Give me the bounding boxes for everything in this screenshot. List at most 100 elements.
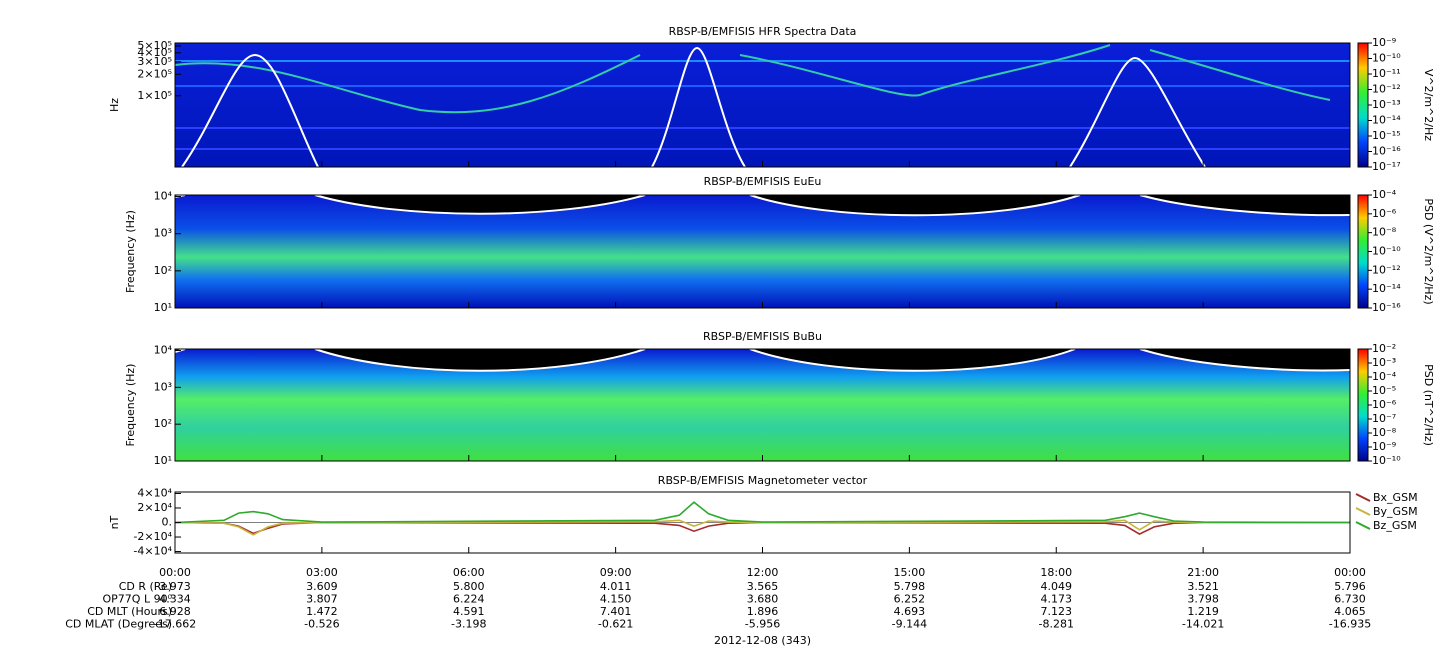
y-tick-label: 10⁴: [154, 190, 173, 203]
ephemeris-value: 3.798: [1187, 593, 1219, 606]
colorbar-tick-label: 10⁻⁹: [1372, 36, 1396, 49]
colorbar-tick-label: 10⁻¹³: [1372, 98, 1401, 111]
plasmapause-curve: [1139, 194, 1351, 217]
spectrogram-feature: [174, 44, 1331, 114]
spectrogram-band: [175, 60, 1350, 62]
legend-label: By_GSM: [1373, 505, 1418, 518]
colorbar-tick-label: 10⁻⁶: [1372, 398, 1397, 411]
y-tick-label: 1×10⁵: [137, 89, 172, 102]
x-tick-label: 15:00: [894, 566, 926, 579]
y-tick-label: 10³: [154, 380, 172, 393]
x-tick-label: 00:00: [159, 566, 191, 579]
colorbar: [1357, 42, 1369, 168]
y-axis-label: Frequency (Hz): [124, 210, 137, 293]
ephemeris-value: 4.173: [1041, 593, 1073, 606]
plasmapause-curve: [1069, 56, 1206, 168]
colorbar-tick-label: 10⁻³: [1372, 356, 1396, 369]
legend-swatch: [1355, 507, 1371, 516]
ephemeris-value: 7.401: [600, 605, 632, 618]
x-tick-label: 00:00: [1334, 566, 1366, 579]
ephemeris-value: 5.796: [1334, 580, 1366, 593]
ephemeris-value: -0.526: [304, 618, 339, 631]
y-tick-label: 4×10⁵: [137, 46, 172, 59]
ephemeris-value: 5.800: [453, 580, 485, 593]
colorbar-tick-label: 10⁻¹⁷: [1372, 160, 1401, 173]
colorbar-tick-label: 10⁻⁷: [1372, 412, 1396, 425]
legend-label: Bz_GSM: [1373, 519, 1417, 532]
plasmapause-curve: [651, 46, 746, 168]
y-axis-label: Hz: [108, 98, 121, 112]
colorbar-tick-label: 10⁻⁵: [1372, 384, 1396, 397]
x-tick-label: 03:00: [306, 566, 338, 579]
series-line: [174, 521, 1350, 536]
colorbar-tick-label: 10⁻¹²: [1372, 263, 1401, 276]
plasmapause-curve: [749, 348, 1076, 372]
y-tick-label: 10¹: [154, 301, 172, 314]
colorbar-tick-label: 10⁻¹⁵: [1372, 129, 1401, 142]
spectrogram-band: [175, 127, 1350, 129]
ephemeris-value: -16.935: [1329, 618, 1371, 631]
colorbar-tick-label: 10⁻¹⁴: [1372, 114, 1401, 127]
legend-swatch: [1355, 521, 1371, 530]
ephemeris-value: 6.224: [453, 593, 485, 606]
panel-title: RBSP-B/EMFISIS BuBu: [703, 330, 822, 343]
colorbar: [1357, 194, 1369, 309]
series-line: [174, 501, 1351, 524]
ephemeris-value: 1.219: [1187, 605, 1219, 618]
plasmapause-curve: [314, 348, 646, 372]
series-line: [174, 519, 1350, 536]
y-tick-label: 5×10⁵: [137, 39, 172, 52]
spectrogram-blank: [1140, 195, 1350, 216]
ephemeris-label: OP77Q L 90⁰: [103, 593, 173, 606]
x-tick-label: 18:00: [1040, 566, 1072, 579]
spectrogram: [175, 43, 1350, 167]
colorbar-tick-label: 10⁻⁶: [1372, 207, 1397, 220]
spectrogram: [175, 195, 1350, 308]
panel-title: RBSP-B/EMFISIS EuEu: [704, 175, 822, 188]
y-tick-label: 3×10⁵: [137, 55, 172, 68]
y-tick-label: 10³: [154, 227, 172, 240]
ephemeris-value: 4.591: [453, 605, 485, 618]
ephemeris-value: 4.150: [600, 593, 632, 606]
legend-label: Bx_GSM: [1373, 491, 1418, 504]
plasmapause-curve: [749, 194, 1081, 217]
colorbar-tick-label: 10⁻⁴: [1372, 370, 1397, 383]
colorbar-tick-label: 10⁻¹⁰: [1372, 454, 1401, 467]
ephemeris-value: -5.956: [745, 618, 780, 631]
colorbar-tick-label: 10⁻¹⁰: [1372, 52, 1401, 65]
x-tick-label: 21:00: [1187, 566, 1219, 579]
y-axis-label: nT: [108, 515, 121, 529]
date-label: 2012-12-08 (343): [714, 634, 811, 647]
colorbar-tick-label: 10⁻²: [1372, 342, 1396, 355]
colorbar-tick-label: 10⁻¹⁶: [1372, 301, 1401, 314]
y-tick-label: 10²: [154, 264, 172, 277]
ephemeris-value: 3.807: [306, 593, 338, 606]
ephemeris-value: 3.565: [747, 580, 779, 593]
ephemeris-value: 4.011: [600, 580, 632, 593]
ephemeris-value: -8.281: [1039, 618, 1074, 631]
ephemeris-value: 1.472: [306, 605, 338, 618]
ephemeris-value: -0.621: [598, 618, 633, 631]
ephemeris-label: CD MLT (Hours): [87, 605, 172, 618]
colorbar-tick-label: 10⁻¹⁴: [1372, 282, 1401, 295]
ephemeris-value: 6.252: [894, 593, 926, 606]
legend-swatch: [1355, 493, 1371, 502]
ephemeris-label: CD R (Re): [119, 580, 172, 593]
x-tick-label: 06:00: [453, 566, 485, 579]
ephemeris-value: 3.521: [1187, 580, 1219, 593]
ephemeris-value: -14.021: [1182, 618, 1224, 631]
colorbar: [1357, 348, 1369, 462]
y-tick-label: 10²: [154, 417, 172, 430]
ephemeris-value: 4.065: [1334, 605, 1366, 618]
colorbar-tick-label: 10⁻¹⁰: [1372, 245, 1401, 258]
colorbar-tick-label: 10⁻¹¹: [1372, 67, 1401, 80]
ephemeris-value: 6.730: [1334, 593, 1366, 606]
colorbar-tick-label: 10⁻⁹: [1372, 440, 1396, 453]
ephemeris-value: 4.049: [1041, 580, 1073, 593]
ephemeris-value: 3.680: [747, 593, 779, 606]
y-tick-label: 10⁴: [154, 344, 173, 357]
y-tick-label: 0.: [162, 516, 173, 529]
x-tick-label: 12:00: [747, 566, 779, 579]
plasmapause-curve: [1139, 348, 1351, 372]
colorbar-label: PSD (nT^2/Hz): [1422, 364, 1435, 446]
